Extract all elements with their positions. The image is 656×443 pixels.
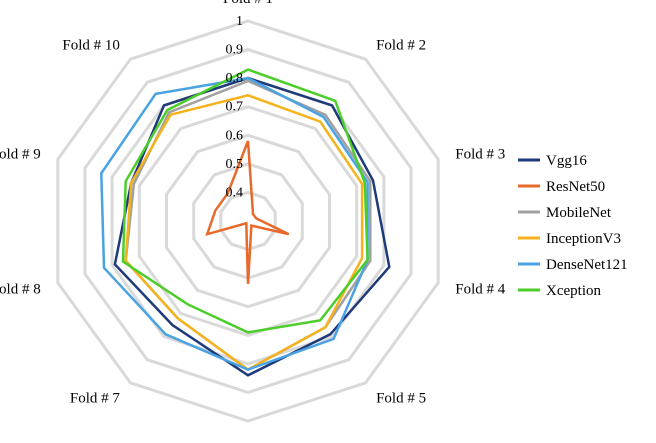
axis-label-fold-3: Fold # 3 [455,147,505,163]
tick-label: 0.5 [226,157,244,172]
legend-label-xception: Xception [546,283,601,299]
axis-label-fold-9: Fold # 9 [0,147,41,163]
axis-label-fold-5: Fold # 5 [376,390,426,406]
tick-label: 0.6 [226,128,244,143]
legend-label-resnet50: ResNet50 [546,179,605,195]
axis-label-fold-10: Fold # 10 [62,38,120,54]
legend-label-inceptionv3: InceptionV3 [546,231,621,247]
grid-ring-5 [83,48,413,394]
grid-layer [56,19,440,423]
grid-ring-4 [110,76,386,366]
grid-ring-3 [137,105,359,337]
tick-label: 1 [236,14,243,29]
series-line-xception [121,68,369,334]
axis-label-fold-7: Fold # 7 [70,390,121,406]
series-line-resnet50 [205,140,290,284]
axis-label-fold-6: Fold # 6 [223,441,274,443]
tick-label: 0.9 [226,43,244,58]
axis-label-fold-4: Fold # 4 [455,281,506,297]
grid-ring-6 [56,19,440,423]
grid-ring-2 [165,133,331,309]
series-line-densenet121 [100,76,369,371]
tick-layer: 0.4 0.5 0.6 0.7 0.8 0.9 1 [226,14,244,200]
tick-label: 0.8 [226,71,244,86]
series-layer [100,68,391,377]
tick-label: 0.7 [226,100,244,115]
axis-label-layer: Fold # 1 Fold # 2 Fold # 3 Fold # 4 Fold # 5… [0,0,506,443]
legend: Vgg16 ResNet50 MobileNet InceptionV3 DenseNe… [518,153,628,299]
axis-label-fold-8: Fold # 8 [0,281,41,297]
series-line-mobilenet [124,79,372,372]
series-line-vgg16 [113,76,391,377]
axis-label-fold-2: Fold # 2 [376,38,426,54]
legend-label-densenet121: DenseNet121 [546,257,628,273]
legend-label-vgg16: Vgg16 [546,153,587,169]
axis-label-fold-1: Fold # 1 [223,0,273,7]
tick-label: 0.4 [226,185,244,200]
legend-label-mobilenet: MobileNet [546,205,612,221]
